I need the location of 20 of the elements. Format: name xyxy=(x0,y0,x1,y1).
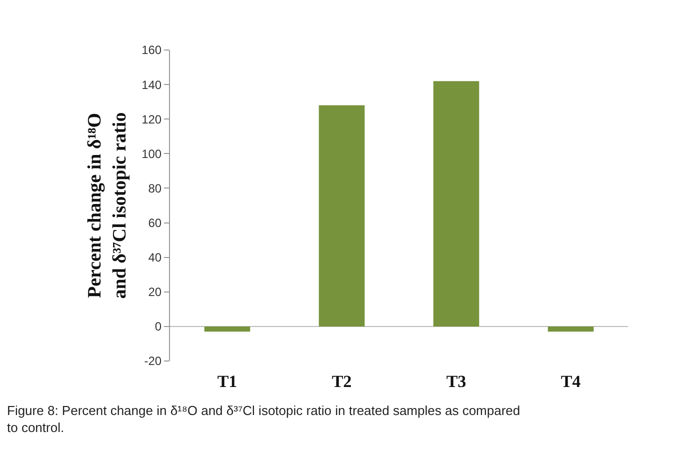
bar xyxy=(548,326,594,332)
x-tick-label: T2 xyxy=(332,372,352,391)
x-tick-label: T1 xyxy=(217,372,238,391)
y-tick-label: 0 xyxy=(154,320,162,334)
bar xyxy=(433,81,480,326)
bar xyxy=(204,326,250,332)
y-tick-label: -20 xyxy=(144,354,162,368)
y-tick-label: 20 xyxy=(148,285,162,300)
y-tick-label: 40 xyxy=(148,250,162,265)
x-tick-label: T3 xyxy=(446,372,466,391)
y-tick-label: 160 xyxy=(142,43,162,58)
caption: Figure 8: Percent change in δ¹⁸O and δ³⁷Cl isotopic ratio in treated samples as compared to control. xyxy=(7,403,520,435)
bar xyxy=(318,105,365,326)
y-tick-label: 80 xyxy=(148,181,162,196)
y-tick-label: 100 xyxy=(142,146,162,161)
y-tick-label: 120 xyxy=(142,112,162,126)
y-tick-label: 60 xyxy=(148,216,162,230)
x-tick-label: T4 xyxy=(560,372,582,391)
y-tick-label: 140 xyxy=(142,78,162,92)
y-axis-title: Percent change in δ¹⁸O and δ³⁷Cl isotopic ratio xyxy=(84,112,130,299)
